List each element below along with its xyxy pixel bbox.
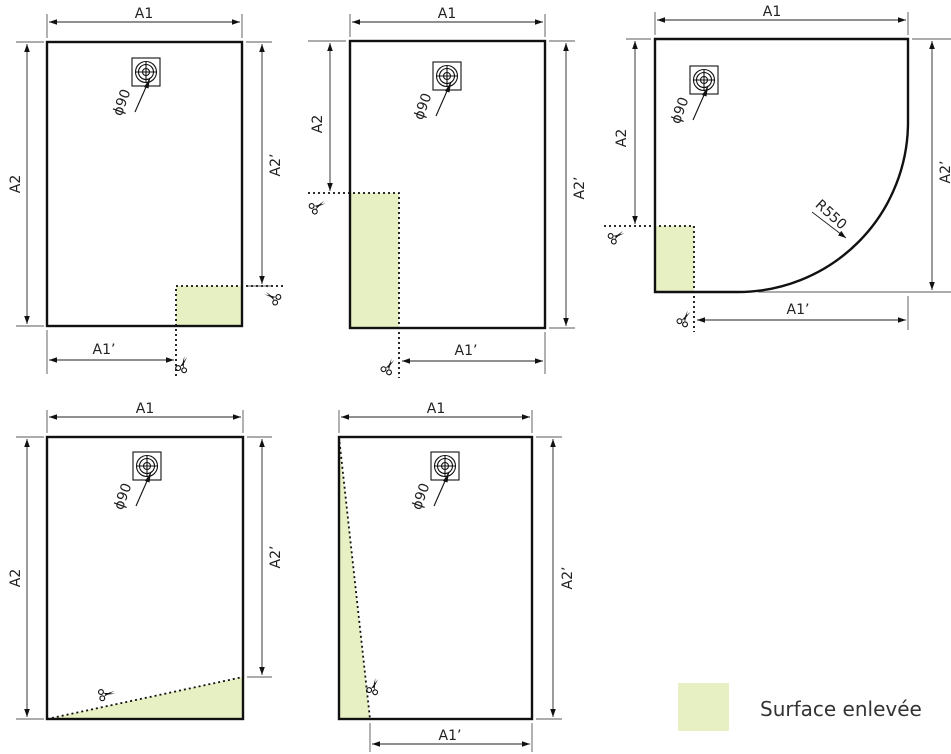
legend-label: Surface enlevée	[760, 697, 922, 721]
plate-2	[348, 39, 547, 330]
scissors-icon	[606, 226, 628, 246]
dim-a1-prime: A1’	[787, 302, 810, 318]
scissors-icon	[365, 676, 383, 696]
drain-icon	[430, 451, 460, 481]
legend: Surface enlevée	[678, 683, 922, 731]
drain-icon	[132, 451, 162, 481]
scissors-icon	[97, 686, 117, 702]
removed-area-3	[655, 226, 694, 292]
drain-icon	[689, 65, 719, 95]
scissors-icon	[261, 287, 283, 307]
dim-a1-prime: A1’	[439, 728, 462, 744]
dim-a2-prime: A2’	[938, 161, 951, 184]
radius-label: R550	[812, 197, 850, 233]
diameter-label: ϕ90	[111, 481, 135, 512]
drain-icon	[432, 61, 462, 91]
dim-a1: A1	[136, 401, 154, 417]
plate-5	[337, 435, 534, 721]
panel-1: A1 A2 A2’ A1’ ϕ90	[8, 6, 284, 376]
scissors-icon	[174, 354, 192, 374]
diameter-label: ϕ90	[411, 91, 435, 122]
cut-line-4	[46, 676, 244, 720]
drain-icon	[131, 57, 161, 87]
scissors-icon	[307, 196, 329, 216]
diameter-label: ϕ90	[110, 87, 134, 118]
removed-area-2	[350, 193, 399, 328]
cut-line-1	[175, 285, 284, 376]
scissors-icon	[675, 307, 695, 329]
panel-5: A1 A2’ A1’ ϕ90	[337, 401, 576, 752]
dim-a1: A1	[135, 6, 153, 22]
dim-a2: A2	[8, 569, 24, 587]
scissors-icon	[379, 355, 399, 377]
legend-swatch	[678, 683, 729, 731]
dim-a2-prime: A2’	[268, 546, 284, 569]
plate-3	[653, 37, 910, 294]
removed-area-1	[176, 286, 242, 326]
panel-4: A1 A2 A2’ ϕ90	[8, 401, 284, 721]
panel-3: A1 A2 A2’ A1’ R550 ϕ90	[604, 4, 951, 332]
plate-4	[45, 435, 245, 721]
dim-a2-prime: A2’	[268, 154, 284, 177]
dim-a2-prime: A2’	[572, 177, 588, 200]
dim-a2: A2	[310, 115, 326, 133]
dim-a1: A1	[438, 6, 456, 22]
plate-1	[45, 40, 244, 328]
diameter-label: ϕ90	[409, 481, 433, 512]
dim-a1-prime: A1’	[455, 343, 478, 359]
cut-line-3	[604, 225, 695, 332]
dim-a2: A2	[614, 129, 630, 147]
dim-a2-prime: A2’	[560, 567, 576, 590]
dim-a1-prime: A1’	[93, 342, 116, 358]
dim-a2: A2	[8, 175, 24, 193]
panel-2: A1 A2 A2’ A1’ ϕ90	[307, 6, 588, 378]
cut-line-2	[308, 192, 400, 378]
dim-a1: A1	[763, 4, 781, 20]
diameter-label: ϕ90	[668, 95, 692, 126]
dim-a1: A1	[427, 401, 445, 417]
cut-line-5	[338, 436, 371, 720]
